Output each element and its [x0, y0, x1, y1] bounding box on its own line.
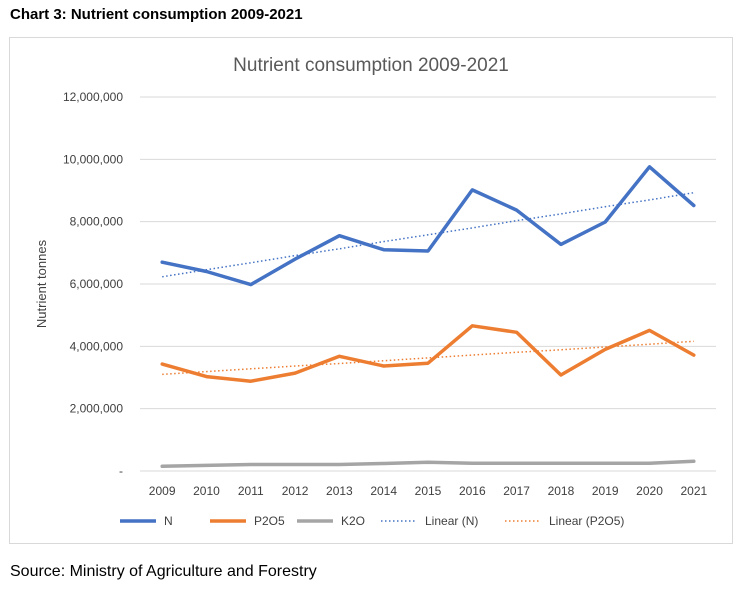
x-axis-tick-labels: 2009 2010 2011 2012 2013 2014 2015 2016 2017 2018…	[149, 484, 708, 498]
legend-label-linear-n: Linear (N)	[425, 514, 478, 528]
x-tick-label: 2016	[459, 484, 486, 498]
x-tick-label: 2017	[503, 484, 530, 498]
y-axis-title: Nutrient tonnes	[34, 239, 49, 328]
x-tick-label: 2021	[680, 484, 707, 498]
y-tick-label: -	[119, 464, 123, 478]
legend-label-p2o5: P2O5	[254, 514, 285, 528]
y-tick-label: 10,000,000	[63, 152, 123, 166]
series-line-linear-p2o5	[162, 340, 694, 376]
y-tick-label: 6,000,000	[70, 277, 124, 291]
source-note: Source: Ministry of Agriculture and Fore…	[10, 563, 317, 580]
series-line-p2o5	[160, 324, 696, 383]
legend-label-n: N	[164, 514, 173, 528]
chart-caption: Chart 3: Nutrient consumption 2009-2021	[10, 6, 303, 23]
legend-label-k2o: K2O	[341, 514, 365, 528]
y-tick-label: 8,000,000	[70, 215, 124, 229]
chart-title: Nutrient consumption 2009-2021	[233, 55, 509, 76]
gridlines	[140, 96, 716, 472]
series-line-k2o	[160, 459, 696, 469]
chart-frame	[9, 37, 733, 544]
legend: N P2O5 K2O Linear (N) Linear (P2O5)	[120, 514, 624, 528]
x-tick-label: 2011	[238, 484, 264, 498]
x-tick-label: 2012	[282, 484, 309, 498]
x-tick-label: 2018	[548, 484, 575, 498]
x-tick-label: 2013	[326, 484, 353, 498]
x-tick-label: 2020	[636, 484, 663, 498]
series-line-n	[160, 165, 696, 287]
x-tick-label: 2014	[370, 484, 397, 498]
y-axis-tick-labels: - 2,000,000 4,000,000 6,000,000 8,000,000 10,…	[63, 90, 123, 478]
y-tick-label: 12,000,000	[63, 90, 123, 104]
series-lines	[160, 165, 696, 469]
x-tick-label: 2009	[149, 484, 176, 498]
legend-label-linear-p2o5: Linear (P2O5)	[549, 514, 624, 528]
y-tick-label: 2,000,000	[70, 402, 124, 416]
series-line-linear-n	[162, 191, 694, 278]
y-tick-label: 4,000,000	[70, 339, 124, 353]
x-tick-label: 2015	[415, 484, 442, 498]
x-tick-label: 2010	[193, 484, 220, 498]
x-tick-label: 2019	[592, 484, 619, 498]
